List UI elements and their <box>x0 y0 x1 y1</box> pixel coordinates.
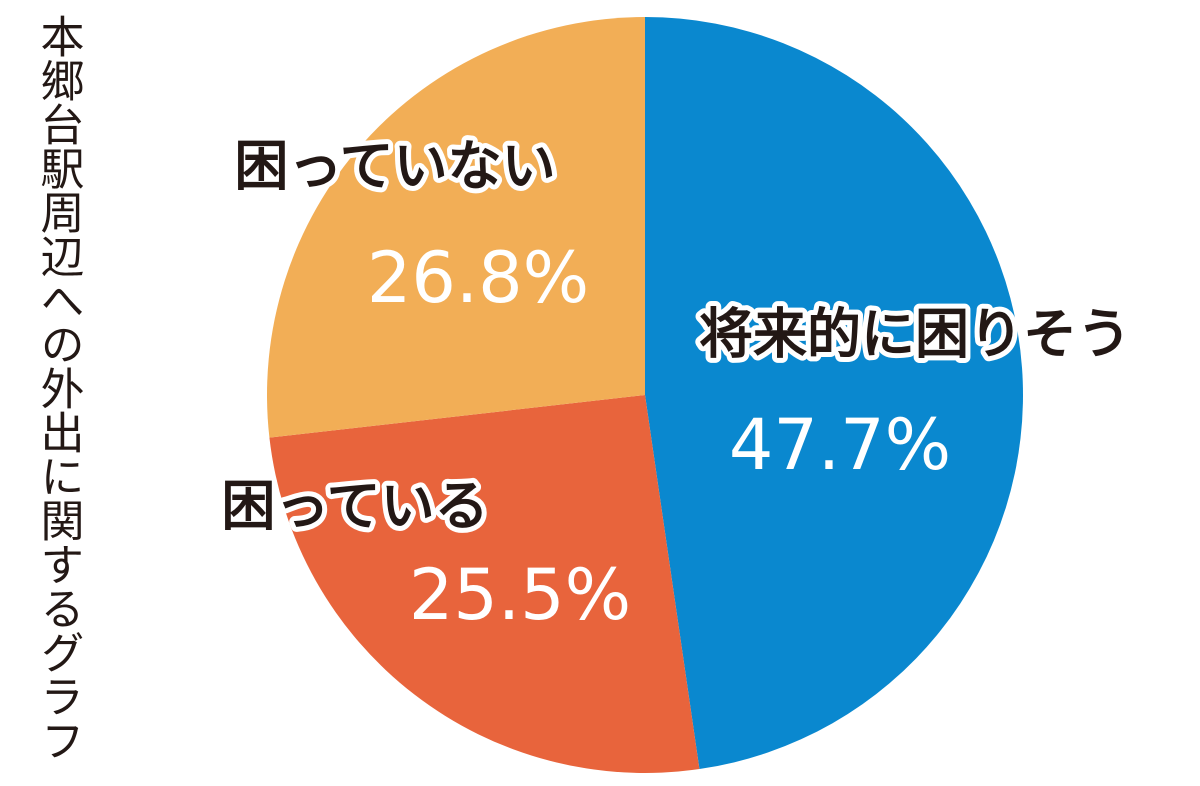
pie-slice <box>269 395 700 773</box>
slice-label: 困っていない <box>234 135 555 198</box>
pie-slice <box>267 17 645 438</box>
value-label: 47.7% <box>729 404 951 486</box>
chart-title: 本郷台駅周辺への外出に関するグラフ <box>33 14 84 762</box>
slice-label: 困っている <box>221 475 488 538</box>
value-label: 26.8% <box>367 237 589 319</box>
pie-slice <box>645 17 1023 770</box>
slice-label: 将来的に困りそう <box>699 303 1131 366</box>
value-label: 25.5% <box>409 554 631 636</box>
